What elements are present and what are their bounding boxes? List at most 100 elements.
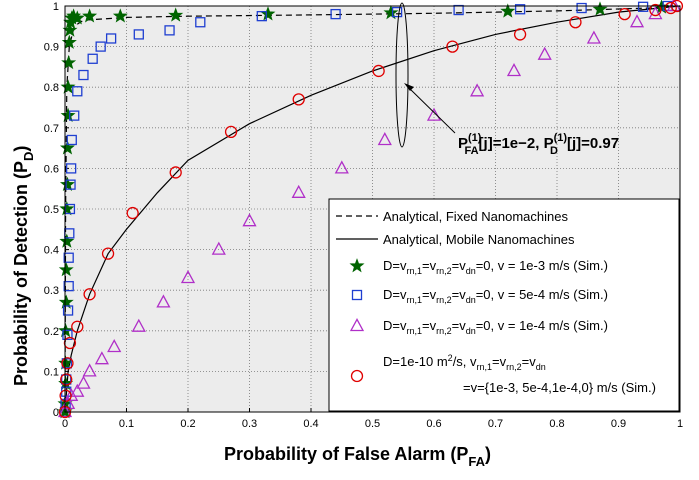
marker-square [105, 33, 117, 44]
marker-circle [446, 40, 459, 53]
marker-star [61, 54, 77, 70]
marker-triangle [57, 404, 73, 418]
series-triangle [57, 0, 681, 418]
x-tick-label: 0.7 [488, 418, 503, 430]
annotation-arrow [406, 85, 456, 134]
marker-star [59, 201, 75, 216]
legend-star-shape [349, 258, 365, 273]
legend-circle-shape [350, 369, 364, 383]
x-tick-label: 0 [62, 418, 68, 430]
marker-square [78, 69, 89, 81]
marker-square [576, 2, 587, 14]
marker-circle [60, 373, 73, 386]
marker-triangle [107, 339, 122, 353]
y-axis-label: Probability of Detection (PD) [11, 146, 36, 386]
marker-square [63, 252, 74, 263]
marker-triangle [506, 63, 522, 77]
legend-label-fixed: Analytical, Fixed Nanomachines [383, 209, 568, 224]
marker-square [256, 10, 267, 22]
marker-circle [569, 16, 582, 29]
marker-circle [664, 1, 677, 15]
marker-triangle [94, 351, 109, 365]
legend-label-circle: D=1e-10 m2/s, vrn,1=vrn,2=vdn [383, 353, 546, 372]
y-tick-label: 0.3 [44, 285, 59, 297]
marker-square [65, 179, 76, 190]
x-tick-label: 0.5 [365, 418, 380, 430]
legend-label-circle-line2: =v={1e-3, 5e-4,1e-4,0} m/s (Sim.) [463, 380, 656, 395]
marker-star [59, 233, 75, 248]
marker-circle [63, 336, 77, 350]
marker-star [60, 107, 76, 122]
marker-square [195, 17, 206, 28]
marker-triangle [537, 46, 552, 60]
x-axis-label: Probability of False Alarm (PFA) [224, 444, 491, 469]
annotation-text: P(1) FA[j]=1e−2, P(1) D [j]=0.97 [458, 132, 619, 157]
marker-star [82, 8, 98, 23]
marker-square [61, 374, 72, 385]
annotation: P(1) FA[j]=1e−2, P(1) D [j]=0.97 [395, 2, 619, 157]
legend-marker-circle [350, 369, 364, 383]
legend-square-shape [351, 289, 363, 301]
y-tick-label: 0.6 [44, 163, 59, 175]
marker-square [66, 134, 77, 146]
legend-triangle-shape [349, 318, 365, 332]
marker-triangle [648, 6, 663, 20]
y-tick-label: 0.5 [44, 204, 59, 216]
marker-star [66, 8, 82, 23]
x-tick-label: 0.2 [180, 418, 195, 430]
y-tick-label: 0.4 [44, 245, 59, 257]
x-tick-labels: 0 0.1 0.2 0.3 0.4 0.5 0.6 0.7 0.8 0.9 1 [62, 418, 683, 430]
legend-marker-star [349, 258, 365, 273]
marker-square [62, 329, 73, 341]
marker-circle [59, 389, 72, 402]
marker-star [61, 34, 77, 49]
legend: Analytical, Fixed Nanomachines Analytica… [328, 198, 680, 412]
y-tick-label: 0 [53, 407, 59, 419]
x-tick-label: 1 [677, 418, 683, 430]
marker-triangle [180, 270, 196, 284]
marker-triangle [131, 318, 146, 332]
marker-triangle [70, 383, 85, 397]
marker-triangle [291, 184, 306, 198]
marker-square [95, 41, 106, 52]
marker-star [69, 10, 85, 25]
marker-circle [292, 93, 305, 106]
marker-circle [169, 166, 182, 179]
marker-triangle [156, 294, 171, 308]
marker-star [58, 355, 74, 370]
marker-square [637, 1, 649, 12]
marker-circle [372, 64, 385, 78]
marker-circle [649, 3, 662, 17]
marker-star [500, 3, 516, 18]
marker-square [133, 29, 144, 40]
marker-circle [101, 247, 115, 260]
marker-star [168, 7, 184, 22]
marker-circle [61, 357, 74, 370]
data-markers [57, 0, 684, 419]
marker-square [66, 163, 77, 174]
marker-star [59, 176, 75, 191]
marker-star [592, 1, 608, 16]
marker-star [58, 294, 74, 309]
marker-square [330, 8, 341, 20]
marker-triangle [76, 375, 91, 389]
marker-triangle [242, 213, 257, 227]
series-circle [58, 0, 684, 419]
marker-star [60, 79, 76, 94]
y-tick-label: 0.1 [44, 366, 59, 378]
marker-square [391, 6, 403, 18]
x-tick-label: 0.3 [242, 418, 257, 430]
legend-box [328, 198, 680, 412]
marker-circle [513, 28, 527, 41]
y-tick-label: 0.2 [44, 326, 59, 338]
marker-square [63, 280, 74, 292]
marker-triangle [64, 387, 79, 401]
y-tick-label: 0.9 [44, 42, 59, 54]
y-tick-label: 1 [53, 1, 59, 13]
legend-marker-square [351, 289, 363, 301]
legend-label-mobile: Analytical, Mobile Nanomachines [383, 232, 575, 247]
marker-square [69, 110, 80, 121]
x-tick-label: 0.1 [119, 418, 134, 430]
x-tick-label: 0.9 [611, 418, 626, 430]
